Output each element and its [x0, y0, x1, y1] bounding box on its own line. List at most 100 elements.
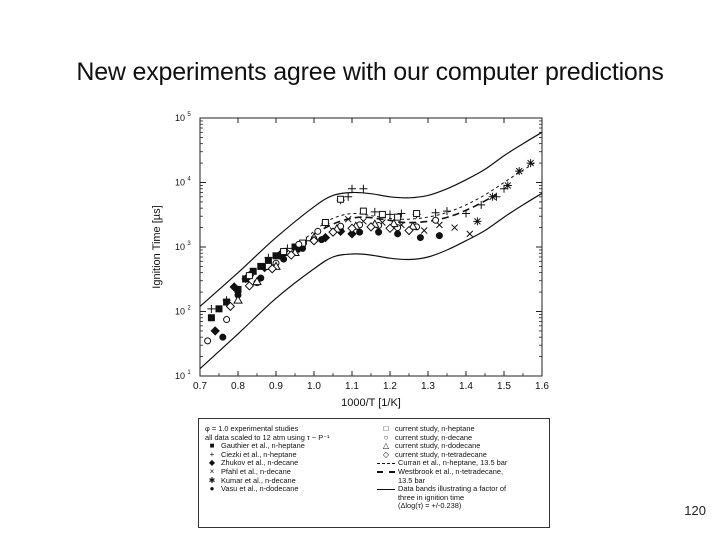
y-tick-label: 10	[175, 113, 185, 123]
slide-number: 120	[684, 503, 706, 518]
data-point-asterisk	[515, 167, 524, 176]
data-point-open-square	[245, 272, 253, 280]
data-point-open-triangle	[388, 218, 399, 228]
legend-item-vasu: ● Vasu et al., n-dodecane	[203, 485, 383, 494]
x-axis-ticks: 0.7 0.8 0.9 1.0 1.1 1.2 1.3 1.4 1.5 1.6	[193, 118, 549, 392]
data-point-open-square	[337, 195, 345, 203]
legend-label: current study, n-tetradecane	[395, 449, 487, 459]
open-triangle-marker-icon: △	[382, 441, 390, 451]
data-point-open-diamond	[404, 225, 414, 236]
data-point-plus	[397, 209, 406, 218]
legend-item-gauthier: ■ Gauthier et al., n-heptane	[203, 442, 383, 451]
data-point-open-diamond	[286, 250, 296, 260]
legend-header-phi: φ = 1.0 experimental studies	[205, 424, 299, 433]
data-point-asterisk	[526, 159, 535, 168]
legend-label: Data bands illustrating a factor of	[398, 484, 507, 494]
data-point-filled-diamond	[229, 282, 239, 292]
legend-item-current-heptane: □ current study, n-heptane	[377, 424, 545, 434]
data-point-open-circle	[432, 216, 440, 224]
data-point-open-diamond	[385, 223, 395, 233]
legend-label-continued: three in ignition time	[398, 492, 465, 502]
legend-label: Ciezki et al., n-heptane	[221, 449, 297, 459]
x-marker-icon: ×	[209, 466, 215, 476]
y-tick-label: 10	[175, 371, 185, 381]
data-point-open-triangle	[407, 221, 418, 230]
legend-item-curran: Curran et al., n-heptane, 13.5 bar	[377, 459, 545, 468]
data-point-open-square	[378, 210, 386, 218]
data-point-plus	[443, 207, 451, 216]
data-point-plus	[207, 304, 216, 313]
data-point-open-square	[359, 207, 367, 215]
data-point-filled-circle	[375, 228, 383, 236]
data-points	[204, 159, 535, 345]
legend-label-continued: 13.5 bar	[398, 475, 426, 485]
legend-right-column: □ current study, n-heptane ○ current stu…	[377, 424, 545, 511]
open-diamond-marker-icon: ◇	[382, 449, 390, 459]
chart-legend: φ = 1.0 experimental studies all data sc…	[198, 418, 550, 528]
data-point-filled-circle	[318, 236, 326, 244]
legend-label: current study, n-heptane	[395, 424, 475, 433]
data-point-plus	[477, 200, 486, 209]
legend-label: Gauthier et al., n-heptane	[221, 441, 305, 451]
curran-model-line	[306, 162, 535, 238]
data-point-open-diamond	[225, 301, 236, 312]
legend-item-kumar: ✱ Kumar et al., n-decane	[203, 475, 383, 486]
data-point-open-diamond	[267, 264, 277, 274]
legend-item-current-dodecane: △ current study, n-dodecane	[377, 442, 545, 451]
data-point-filled-square	[207, 314, 215, 322]
data-point-open-diamond	[347, 223, 357, 233]
model-lines	[306, 162, 535, 238]
x-axis-label: 1000/T [1/K]	[341, 397, 401, 409]
x-tick-label: 1.6	[535, 381, 549, 392]
band-upper-line	[199, 131, 543, 307]
data-point-open-circle	[223, 316, 231, 324]
x-tick-label: 0.9	[269, 381, 283, 392]
data-point-filled-circle	[394, 230, 402, 238]
open-square-marker-icon: □	[383, 424, 389, 433]
data-point-plus	[359, 184, 368, 193]
short-dash-line-icon	[377, 463, 395, 465]
data-point-plus	[370, 207, 379, 216]
legend-label: Zhukov et al., n-decane	[221, 458, 299, 468]
x-tick-label: 1.5	[497, 381, 511, 392]
data-point-plus	[222, 296, 231, 305]
long-dash-line-icon	[377, 471, 395, 474]
x-tick-label: 1.2	[383, 381, 397, 392]
y-axis-label: Ignition Time [µs]	[151, 205, 163, 288]
data-point-asterisk	[503, 181, 512, 190]
data-point-open-diamond	[328, 227, 338, 237]
legend-left-column: φ = 1.0 experimental studies all data sc…	[203, 424, 383, 494]
plus-marker-icon: +	[209, 449, 215, 459]
plot-frame	[199, 117, 543, 377]
legend-item-zhukov: ◆ Zhukov et al., n-decane	[203, 459, 383, 468]
x-tick-label: 1.1	[345, 381, 359, 392]
open-circle-marker-icon: ○	[383, 432, 389, 442]
legend-item-pfahl: × Pfahl et al., n-decane	[203, 466, 383, 477]
ignition-time-chart: 0.7 0.8 0.9 1.0 1.1 1.2 1.3 1.4 1.5 1.6 10 1 10 2 10 3…	[145, 108, 555, 526]
data-point-plus	[500, 184, 508, 193]
data-point-open-square	[280, 248, 288, 256]
data-point-open-circle	[204, 337, 212, 345]
data-point-filled-circle	[280, 255, 288, 263]
data-point-plus	[462, 209, 470, 218]
data-point-open-circle	[314, 227, 322, 235]
data-point-x	[420, 227, 428, 234]
data-point-open-triangle	[252, 276, 262, 286]
legend-item-ciezki: + Ciezki et al., n-heptane	[203, 449, 383, 460]
y-tick-exponent: 5	[187, 112, 191, 118]
legend-label: current study, n-decane	[395, 432, 473, 442]
y-tick-exponent: 3	[187, 241, 191, 247]
data-point-filled-circle	[435, 232, 443, 240]
asterisk-marker-icon: ✱	[208, 475, 216, 485]
westbrook-model-line	[313, 193, 497, 235]
data-point-filled-circle	[257, 274, 265, 282]
slide-title: New experiments agree with our computer …	[76, 58, 664, 86]
x-tick-label: 0.8	[231, 381, 245, 392]
legend-label: Curran et al., n-heptane, 13.5 bar	[398, 458, 508, 468]
data-point-filled-diamond	[210, 326, 220, 336]
legend-label: current study, n-dodecane	[395, 441, 481, 451]
data-point-open-diamond	[244, 281, 255, 291]
legend-header-scaling: all data scaled to 12 atm using τ ~ P⁻¹	[205, 432, 330, 442]
data-point-asterisk	[473, 217, 482, 226]
